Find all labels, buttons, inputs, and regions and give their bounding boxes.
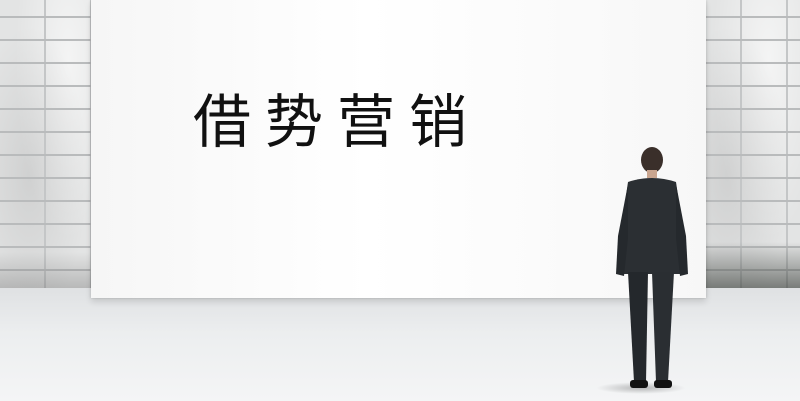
brick-wall-left (0, 0, 98, 292)
businessman-figure (616, 147, 688, 388)
white-billboard (91, 0, 706, 298)
billboard-headline: 借势营销 (193, 88, 482, 156)
brick-wall-right (696, 0, 800, 292)
